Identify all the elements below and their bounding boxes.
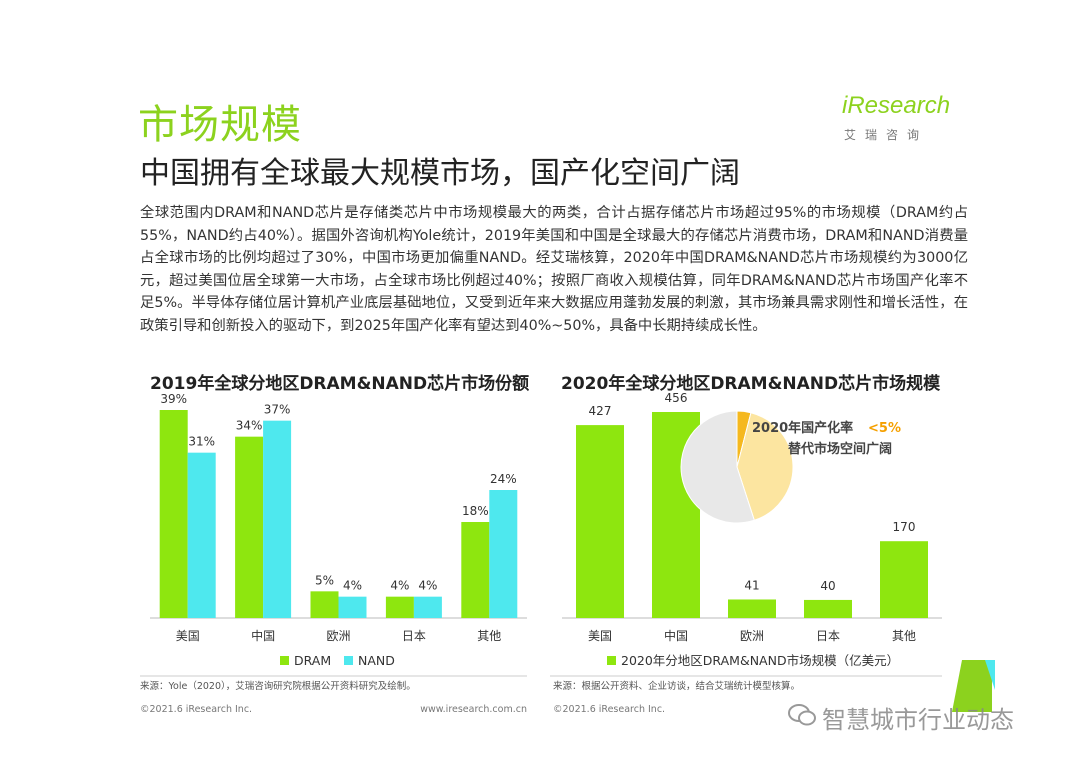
c1-data-label: 37% (264, 403, 291, 417)
pie-slice (736, 412, 794, 521)
iresearch-logo: iResearch 艾瑞咨询 (836, 92, 951, 144)
watermark: 智慧城市行业动态 (788, 700, 1014, 735)
pie-slice (680, 410, 755, 524)
c2-x-tick: 中国 (664, 628, 688, 643)
footer-copyright-right: ©2021.6 iResearch Inc. (553, 704, 665, 715)
c1-bar-nand (187, 452, 216, 618)
c1-legend-label: NAND (358, 653, 395, 668)
pie-label-replacement: 替代市场空间广阔 (788, 441, 892, 457)
c2-source: 来源：根据公开资料、企业访谈，结合艾瑞统计模型核算。 (553, 680, 800, 692)
footer-url: www.iresearch.com.cn (420, 704, 527, 715)
body-paragraph: 全球范围内DRAM和NAND芯片是存储类芯片中市场规模最大的两类，合计占据存储芯… (140, 205, 968, 334)
pie-label-domestic-rate-value: <5% (868, 421, 901, 436)
c2-data-label: 456 (665, 391, 688, 405)
logo-subtext: 艾瑞咨询 (844, 128, 929, 142)
c1-x-tick: 欧洲 (326, 629, 350, 643)
c2-x-tick: 欧洲 (740, 629, 764, 643)
c1-legend-label: DRAM (294, 653, 331, 668)
c2-data-label: 170 (893, 520, 916, 534)
c2-legend-swatch (607, 656, 616, 665)
c1-source: 来源：Yole（2020），艾瑞咨询研究院根据公开资料研究及绘制。 (140, 680, 416, 692)
c1-bar-nand (263, 420, 292, 618)
c2-bar (728, 599, 776, 618)
chart2-title: 2020年全球分地区DRAM&NAND芯片市场规模 (561, 374, 941, 394)
c1-data-label: 4% (390, 579, 409, 593)
watermark-text: 智慧城市行业动态 (822, 706, 1014, 734)
slide-subtitle: 中国拥有全球最大规模市场，国产化空间广阔 (140, 156, 740, 191)
c1-bar-dram (159, 410, 188, 618)
c1-bar-nand (338, 596, 367, 618)
c2-data-label: 41 (744, 578, 759, 592)
c1-x-tick: 美国 (176, 629, 200, 643)
c2-data-label: 427 (589, 404, 612, 418)
c1-bar-dram (461, 522, 490, 618)
logo-word: iResearch (842, 92, 951, 119)
chart1-title: 2019年全球分地区DRAM&NAND芯片市场份额 (150, 374, 530, 394)
corner-decoration-green (952, 660, 992, 712)
c1-bar-nand (489, 490, 518, 618)
c1-x-tick: 其他 (477, 629, 501, 643)
pie-label-domestic-rate: 2020年国产化率 (752, 420, 853, 436)
c2-data-label: 40 (820, 579, 835, 593)
c1-legend-swatch-dram (280, 656, 289, 665)
c1-data-label: 31% (188, 435, 215, 449)
c2-bar (804, 599, 852, 618)
c1-data-label: 34% (236, 419, 263, 433)
c1-data-label: 5% (315, 573, 334, 587)
c2-bar (880, 541, 928, 618)
c1-data-label: 4% (343, 579, 362, 593)
c2-bar (576, 425, 624, 618)
c2-x-tick: 美国 (588, 629, 612, 643)
c1-bar-dram (310, 591, 339, 618)
c1-data-label: 18% (462, 504, 489, 518)
footer-copyright-left: ©2021.6 iResearch Inc. (140, 704, 252, 715)
c1-data-label: 4% (418, 579, 437, 593)
c1-bar-dram (235, 436, 264, 618)
c2-legend-label: 2020年分地区DRAM&NAND市场规模（亿美元） (621, 653, 899, 668)
c2-x-tick: 其他 (892, 629, 916, 643)
c1-legend-swatch-nand (344, 656, 353, 665)
slide-title: 市场规模 (138, 102, 302, 148)
c1-x-tick: 中国 (251, 628, 275, 643)
c1-bar-dram (385, 596, 414, 618)
c1-data-label: 24% (490, 472, 517, 486)
wechat-icon (788, 704, 816, 726)
c2-x-tick: 日本 (816, 629, 840, 643)
c1-bar-nand (413, 596, 442, 618)
c1-x-tick: 日本 (402, 629, 426, 643)
corner-decoration-cyan (985, 660, 995, 690)
c1-data-label: 39% (160, 392, 187, 406)
